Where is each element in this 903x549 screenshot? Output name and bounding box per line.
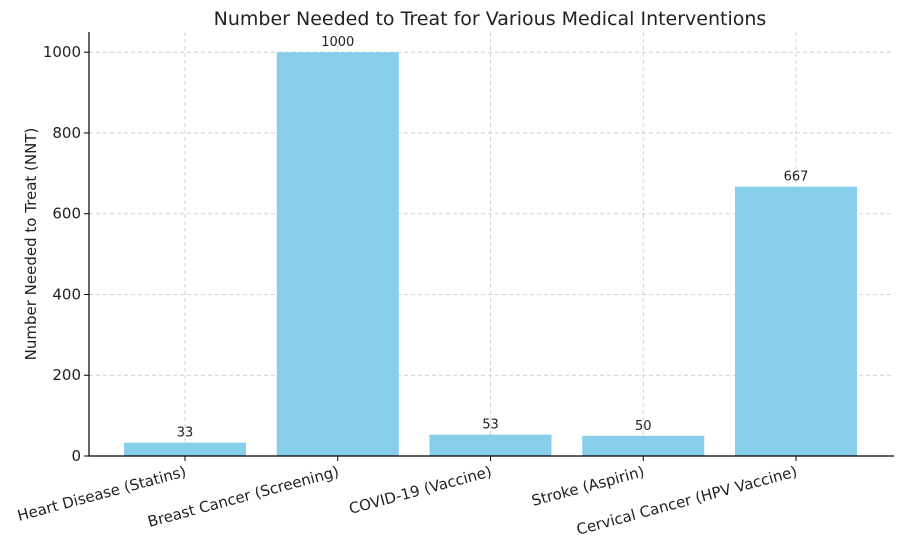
data-label: 50 (635, 419, 652, 434)
x-category-label: COVID-19 (Vaccine) (347, 462, 494, 517)
data-label: 667 (784, 170, 809, 185)
y-axis-label: Number Needed to Treat (NNT) (22, 128, 40, 361)
bar (429, 434, 552, 456)
x-category-label: Stroke (Aspirin) (530, 462, 647, 509)
bar (735, 186, 857, 456)
y-tick-label: 600 (52, 205, 81, 223)
y-tick-label: 200 (52, 366, 81, 384)
chart-title: Number Needed to Treat for Various Medic… (214, 8, 767, 30)
y-tick-label: 0 (71, 447, 81, 465)
y-tick-label: 1000 (43, 43, 81, 61)
y-tick-label: 800 (52, 124, 81, 142)
bar (124, 442, 246, 456)
bar (276, 52, 399, 456)
data-label: 53 (482, 418, 499, 433)
data-label: 1000 (321, 35, 354, 50)
data-label: 33 (177, 426, 194, 441)
axis-layer (84, 32, 894, 461)
bar (582, 435, 705, 456)
bar-layer (124, 52, 857, 456)
y-tick-label: 400 (52, 285, 81, 303)
